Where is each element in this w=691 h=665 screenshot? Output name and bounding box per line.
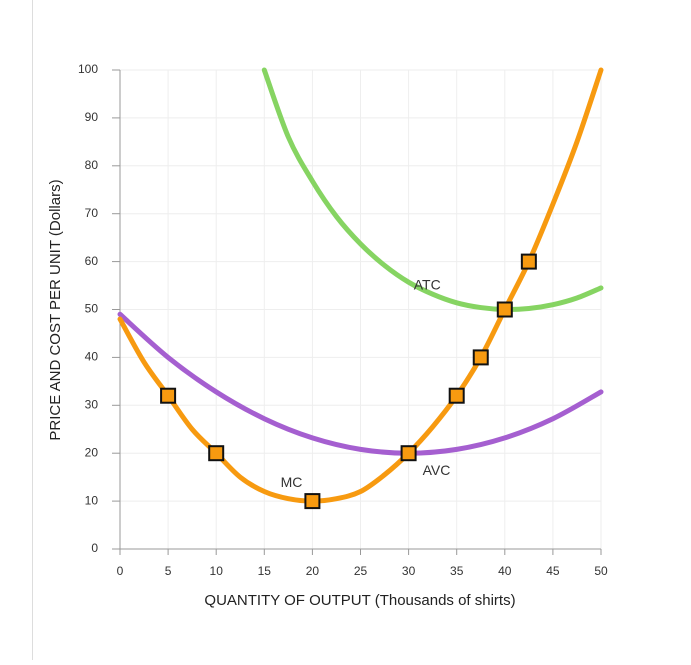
point-marker: [304, 493, 321, 510]
y-tick-label: 30: [85, 397, 99, 411]
x-tick-label: 35: [450, 564, 464, 578]
curves: AVC ATC MC: [117, 67, 604, 510]
curve-label: MC: [281, 474, 303, 490]
x-tick-label: 10: [210, 564, 224, 578]
y-tick-label: 90: [85, 110, 99, 124]
x-tick-label: 40: [498, 564, 512, 578]
curve-label: AVC: [423, 462, 451, 478]
y-tick-label: 0: [91, 541, 98, 555]
point-marker: [520, 253, 537, 270]
y-axis-title: PRICE AND COST PER UNIT (Dollars): [47, 179, 64, 440]
x-tick-label: 30: [402, 564, 416, 578]
x-tick-label: 25: [354, 564, 368, 578]
y-tick-label: 70: [85, 206, 99, 220]
y-tick-label: 60: [85, 254, 99, 268]
x-tick-label: 20: [306, 564, 320, 578]
curve-label: ATC: [414, 276, 441, 292]
curve: [117, 311, 604, 456]
y-tick-label: 80: [85, 158, 99, 172]
point-marker: [208, 445, 225, 462]
point-marker: [160, 387, 177, 404]
grid: 0 10 20 30 40 50 60 70 80 90 100 0 5 10 15 20 25 30 35 40 45…: [78, 62, 608, 578]
y-tick-label: 20: [85, 445, 99, 459]
point-marker: [448, 387, 465, 404]
point-marker: [472, 349, 489, 366]
point-marker: [400, 445, 417, 462]
point-marker: [496, 301, 513, 318]
x-axis-title: QUANTITY OF OUTPUT (Thousands of shirts): [204, 592, 515, 609]
curve: [261, 67, 604, 313]
x-tick-label: 0: [117, 564, 124, 578]
y-tick-label: 50: [85, 302, 99, 316]
y-tick-label: 10: [85, 493, 99, 507]
y-tick-label: 40: [85, 350, 99, 364]
x-tick-label: 45: [546, 564, 560, 578]
x-tick-label: 15: [258, 564, 272, 578]
x-tick-label: 50: [594, 564, 608, 578]
x-tick-label: 5: [165, 564, 172, 578]
y-tick-label: 100: [78, 62, 98, 76]
